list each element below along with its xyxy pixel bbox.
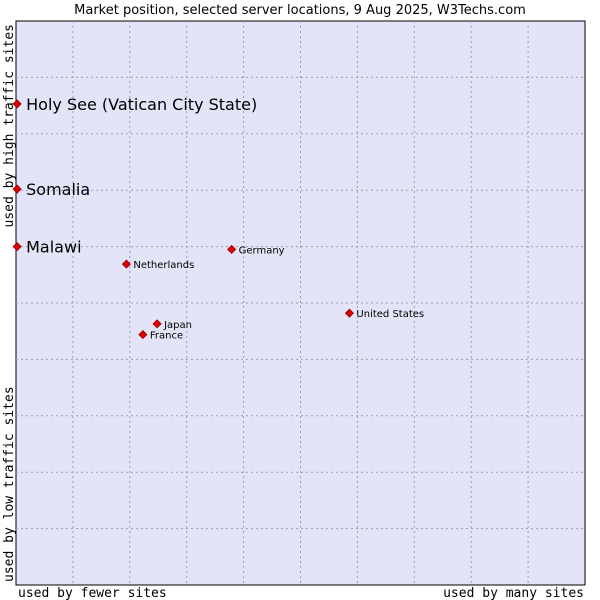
gridlines xyxy=(16,21,585,585)
point-marker xyxy=(121,259,131,269)
point-label: Japan xyxy=(163,320,192,331)
point-label: Netherlands xyxy=(133,260,194,271)
x-axis-label-low: used by fewer sites xyxy=(18,586,167,600)
point-label: Germany xyxy=(239,245,285,256)
data-point-germany: Germany xyxy=(227,244,285,256)
x-axis-label-high: used by many sites xyxy=(443,586,584,600)
point-label: Holy See (Vatican City State) xyxy=(26,95,257,114)
point-marker xyxy=(138,330,148,340)
data-point-france: France xyxy=(138,330,183,342)
y-axis-label-low: used by low traffic sites xyxy=(2,386,17,582)
point-label: United States xyxy=(356,309,424,320)
point-label: Somalia xyxy=(26,180,90,199)
data-point-japan: Japan xyxy=(152,319,192,331)
data-point-netherlands: Netherlands xyxy=(121,259,194,271)
data-point-holy-see-vatican-city-state: Holy See (Vatican City State) xyxy=(12,95,257,114)
point-marker xyxy=(227,244,237,254)
point-marker xyxy=(152,319,162,329)
chart-title: Market position, selected server locatio… xyxy=(74,3,526,18)
data-point-somalia: Somalia xyxy=(12,180,90,199)
data-point-united-states: United States xyxy=(344,308,424,320)
y-axis-label-high: used by high traffic sites xyxy=(2,24,17,228)
point-label: Malawi xyxy=(26,238,81,257)
point-marker xyxy=(12,242,22,252)
point-marker xyxy=(12,184,22,194)
point-marker xyxy=(344,308,354,318)
point-label: France xyxy=(150,331,183,342)
data-points: Holy See (Vatican City State) Somalia Mala… xyxy=(12,95,424,342)
point-marker xyxy=(12,99,22,109)
data-point-malawi: Malawi xyxy=(12,238,82,257)
